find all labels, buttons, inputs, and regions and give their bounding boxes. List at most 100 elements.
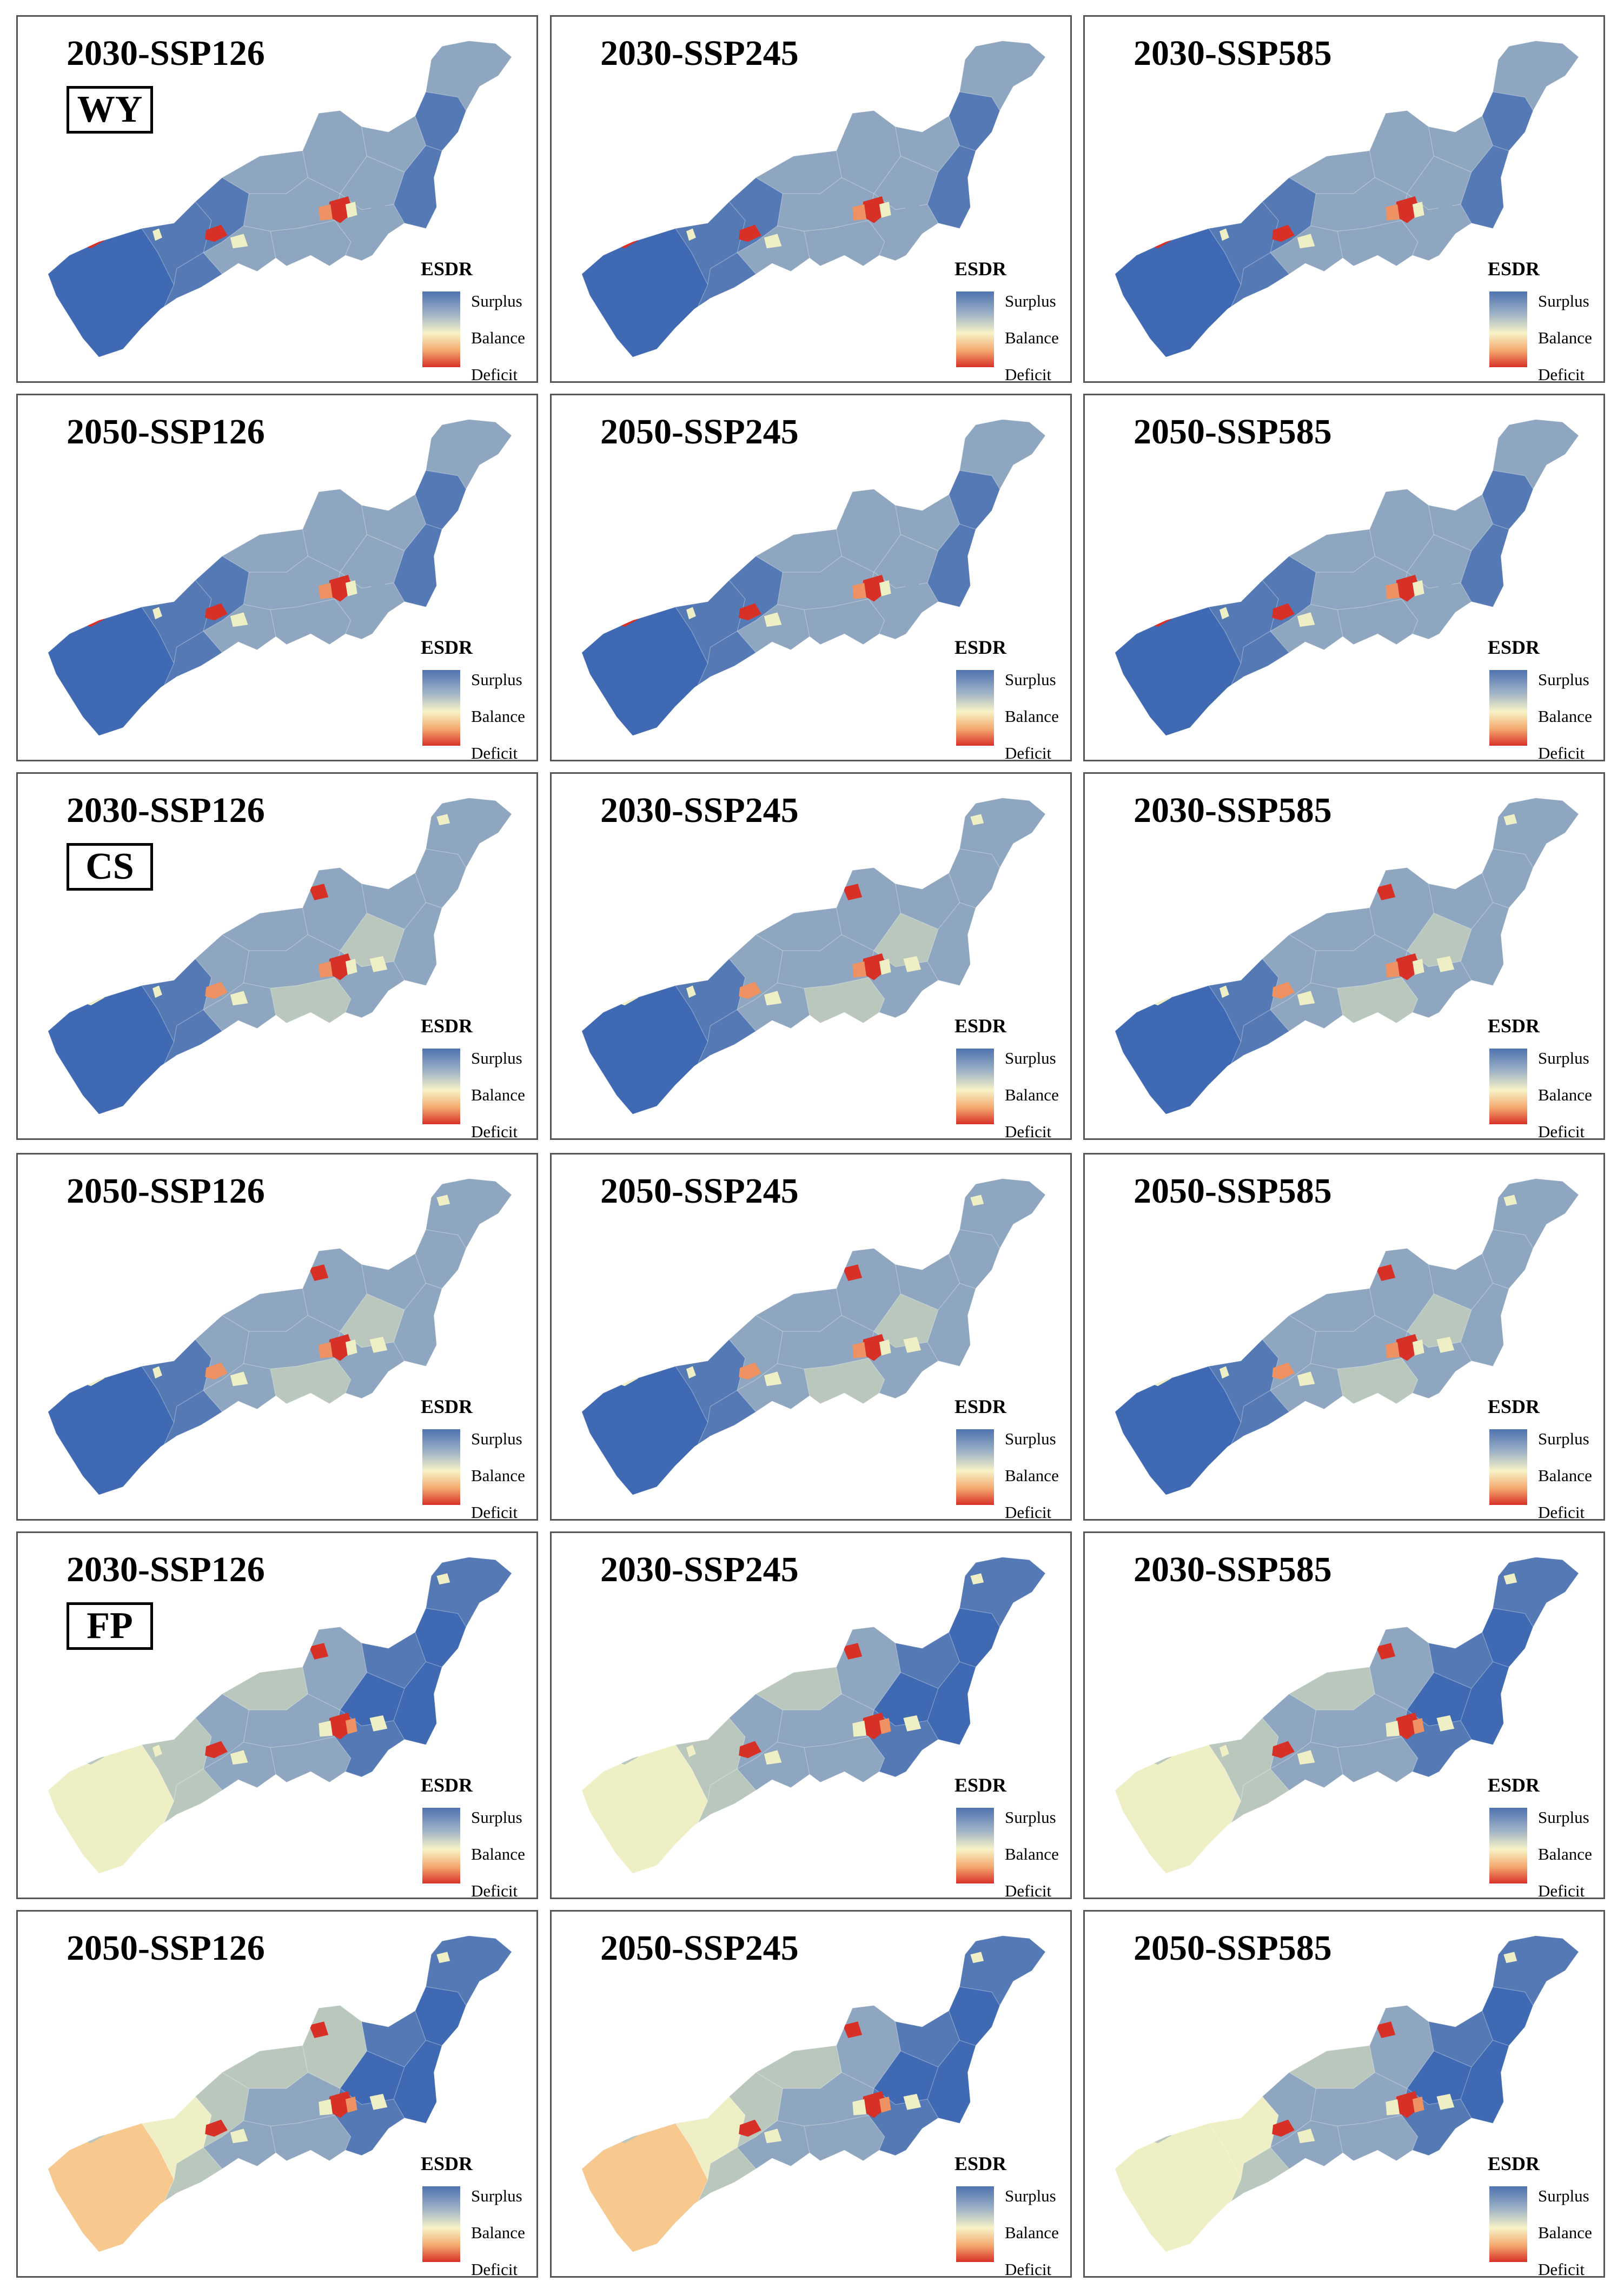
hotspot-h3 [739, 981, 761, 999]
hotspot-h5 [810, 135, 823, 147]
region-neck [1481, 469, 1534, 530]
hotspot-h3 [205, 224, 228, 242]
map-panel: 2030-SSP245 ESDR Surplus Balance Deficit [550, 15, 1072, 383]
basin-map [48, 1178, 512, 1495]
legend-label-balance: Balance [471, 328, 525, 347]
region-neck [1481, 1229, 1534, 1289]
hotspot-h6 [309, 505, 329, 522]
hotspot-h2 [686, 1366, 696, 1379]
hotspot-h2 [686, 2123, 696, 2136]
hotspot-h8 [1386, 582, 1400, 599]
legend-label-balance: Balance [471, 1085, 525, 1104]
panel-title: 2050-SSP126 [67, 1928, 265, 1968]
legend-title: ESDR [954, 1396, 1007, 1417]
legend-label-balance: Balance [471, 1466, 525, 1485]
hotspot-h10 [369, 2094, 388, 2110]
legend-title: ESDR [421, 1015, 473, 1037]
hotspot-h11 [970, 1952, 984, 1964]
legend-label-surplus: Surplus [1538, 291, 1589, 310]
hotspot-h9 [879, 1339, 891, 1356]
legend-color-ramp [422, 1429, 460, 1505]
hotspot-h5 [1343, 892, 1356, 904]
panel-title: 2050-SSP585 [1134, 1171, 1332, 1211]
hotspot-h7 [862, 2091, 887, 2118]
hotspot-h9 [879, 1717, 891, 1734]
hotspot-h10 [369, 199, 388, 215]
hotspot-h2 [1219, 985, 1229, 998]
legend-label-surplus: Surplus [1538, 1429, 1589, 1448]
legend-color-ramp [422, 291, 460, 367]
basin-map [48, 1935, 512, 2252]
map-panel: 2030-SSP126 FP ESDR Surplus Balance Deficit [16, 1531, 538, 1899]
legend-label-surplus: Surplus [1538, 1049, 1589, 1067]
legend-title: ESDR [421, 636, 473, 658]
hotspot-h2 [153, 2123, 162, 2136]
hotspot-h6 [1376, 127, 1396, 143]
indicator-tag: FP [67, 1602, 153, 1650]
hotspot-h5 [276, 1651, 289, 1663]
map-panel: 2050-SSP585 ESDR Surplus Balance Deficit [1083, 1910, 1605, 2278]
hotspot-h4 [1297, 2128, 1315, 2144]
hotspot-h5 [276, 892, 289, 904]
legend-label-balance: Balance [1005, 707, 1059, 726]
legend-color-ramp [956, 2186, 994, 2262]
hotspot-h8 [1386, 204, 1400, 221]
hotspot-h11 [970, 1573, 984, 1585]
indicator-tag: CS [67, 843, 153, 891]
hotspot-h2 [1219, 2123, 1229, 2136]
hotspot-h3 [205, 1741, 228, 1759]
map-panel: 2030-SSP126 WY ESDR Surplus Balance Deficit [16, 15, 538, 383]
hotspot-h9 [879, 580, 891, 596]
hotspot-h10 [903, 1715, 922, 1732]
hotspot-h7 [862, 196, 887, 223]
hotspot-h5 [1343, 513, 1356, 525]
panel-title: 2030-SSP585 [1134, 1550, 1332, 1589]
hotspot-h9 [345, 580, 357, 596]
hotspot-h4 [230, 234, 248, 249]
panel-title: 2030-SSP245 [600, 34, 799, 73]
legend-label-deficit: Deficit [471, 1503, 518, 1521]
legend-color-ramp [1489, 670, 1527, 746]
hotspot-h4 [230, 612, 248, 627]
region-neck [1481, 1607, 1534, 1668]
hotspot-h11 [1503, 1573, 1517, 1585]
legend-title: ESDR [954, 636, 1007, 658]
hotspot-h3 [205, 1362, 228, 1380]
legend-color-ramp [956, 670, 994, 746]
panel-title: 2050-SSP585 [1134, 412, 1332, 452]
hotspot-h9 [1412, 2096, 1424, 2113]
hotspot-h6 [1376, 2021, 1396, 2038]
basin-map [581, 798, 1046, 1115]
hotspot-h11 [970, 435, 984, 447]
hotspot-h7 [862, 1713, 887, 1740]
hotspot-h8 [1386, 1720, 1400, 1737]
legend-title: ESDR [421, 1774, 473, 1796]
hotspot-h10 [1436, 578, 1455, 594]
map-panel: 2030-SSP585 ESDR Surplus Balance Deficit [1083, 772, 1605, 1140]
legend-label-balance: Balance [1005, 1085, 1059, 1104]
hotspot-h4 [764, 991, 782, 1006]
hotspot-h3 [1272, 1741, 1295, 1759]
hotspot-h5 [810, 2029, 823, 2041]
hotspot-h7 [328, 196, 354, 223]
hotspot-h11 [1503, 435, 1517, 447]
basin-map [48, 419, 512, 736]
hotspot-h6 [1376, 884, 1396, 900]
legend-label-balance: Balance [1005, 2223, 1059, 2242]
basin-map [1115, 1935, 1579, 2252]
hotspot-h7 [1395, 1713, 1421, 1740]
legend-label-balance: Balance [471, 2223, 525, 2242]
map-panel: 2030-SSP126 CS ESDR Surplus Balance Deficit [16, 772, 538, 1140]
hotspot-h3 [205, 603, 228, 621]
panel-title: 2050-SSP245 [600, 1171, 799, 1211]
panel-title: 2050-SSP245 [600, 412, 799, 452]
region-neck [414, 848, 467, 908]
hotspot-h5 [810, 513, 823, 525]
legend-label-surplus: Surplus [1538, 670, 1589, 689]
legend-title: ESDR [1488, 2153, 1540, 2174]
legend-color-ramp [956, 1808, 994, 1883]
legend-title: ESDR [954, 1774, 1007, 1796]
legend-color-ramp [1489, 1429, 1527, 1505]
hotspot-h5 [276, 1272, 289, 1284]
hotspot-h9 [345, 201, 357, 218]
